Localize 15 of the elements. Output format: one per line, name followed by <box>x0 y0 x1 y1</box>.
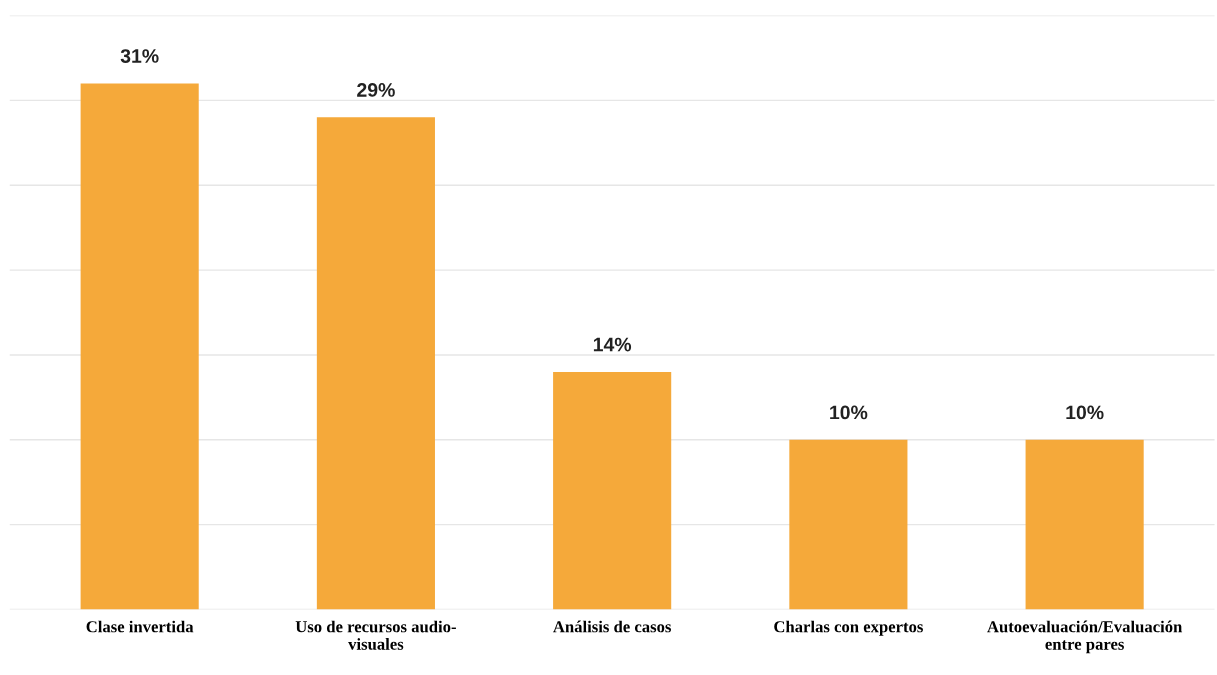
bar <box>1025 439 1144 610</box>
x-tick-label: Clase invertida <box>86 620 194 633</box>
data-label: 14% <box>593 337 632 352</box>
data-label: 29% <box>357 83 395 97</box>
x-tick-label: Análisis de casos <box>553 620 672 633</box>
data-label: 10% <box>1066 405 1104 420</box>
x-tick-label: Charlas con expertos <box>774 620 923 636</box>
x-tick-label: Uso de recursos audio- visuales <box>295 620 456 650</box>
bar <box>316 117 435 610</box>
bar <box>553 371 672 610</box>
x-tick-label: Autoevaluación/Evaluación entre pares <box>987 620 1183 654</box>
bar <box>80 83 199 610</box>
data-label: 31% <box>120 49 159 63</box>
data-label: 10% <box>830 405 868 420</box>
bar <box>789 439 908 610</box>
